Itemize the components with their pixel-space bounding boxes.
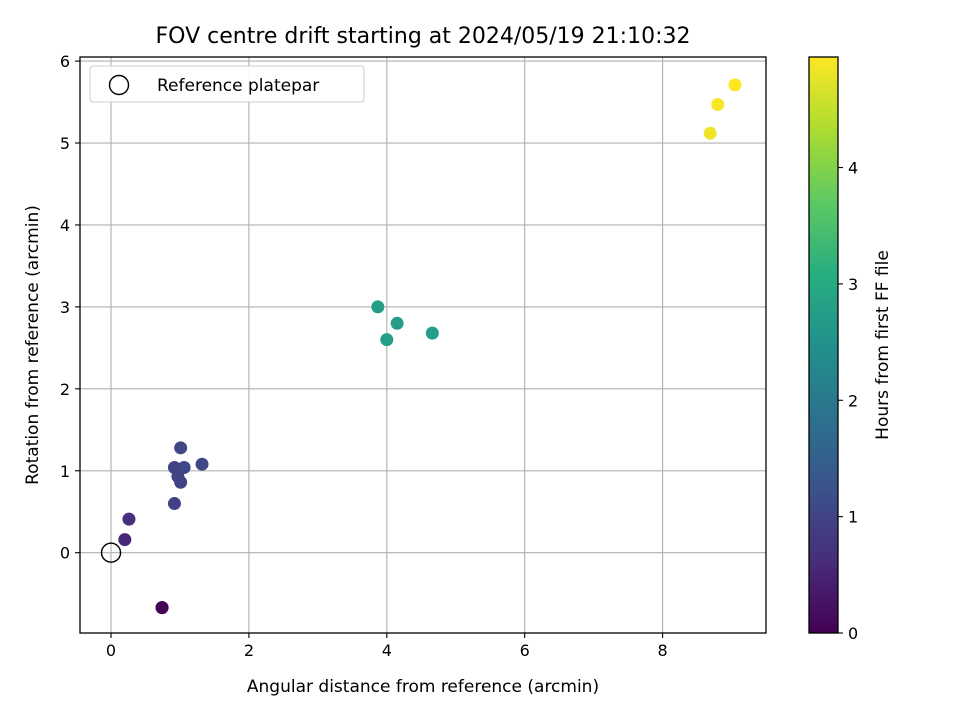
legend: Reference platepar [89,65,365,103]
scatter-point [703,126,717,140]
x-tick-label: 8 [657,641,667,660]
data-points [118,78,742,615]
y-tick-label: 3 [60,298,70,317]
x-tick-label: 4 [382,641,392,660]
x-axis-label: Angular distance from reference (arcmin) [247,677,599,697]
y-axis-ticks: 0 1 2 3 4 5 6 [60,52,80,563]
colorbar-tick-label: 3 [848,275,858,294]
y-tick-label: 5 [60,134,70,153]
y-axis-label: Rotation from reference (arcmin) [23,205,43,485]
colorbar-frame [808,56,839,634]
scatter-point [155,601,169,615]
chart-title: FOV centre drift starting at 2024/05/19 … [156,24,691,49]
plot-area-background [80,57,766,633]
scatter-point [122,512,136,526]
scatter-point [195,457,209,471]
plot-frame [79,56,767,634]
scatter-point [728,78,742,92]
y-tick-label: 4 [60,216,70,235]
scatter-point [711,98,725,112]
colorbar: 0 1 2 3 4 Hours from first FF file [808,56,893,643]
colorbar-tick-label: 2 [848,391,858,410]
scatter-point [174,441,188,455]
scatter-point [177,460,191,474]
scatter-point [174,475,188,489]
colorbar-tick-label: 1 [848,508,858,527]
legend-reference-marker [108,74,130,96]
x-tick-label: 0 [106,641,116,660]
y-tick-label: 2 [60,380,70,399]
scatter-point [371,300,385,314]
legend-box [89,65,365,103]
colorbar-gradient [809,57,838,633]
colorbar-tick-label: 4 [848,159,858,178]
y-tick-label: 1 [60,462,70,481]
scatter-point [425,326,439,340]
scatter-point [380,333,394,347]
x-tick-label: 6 [520,641,530,660]
scatter-point [167,497,181,511]
scatter-point [390,316,404,330]
y-tick-label: 0 [60,544,70,563]
reference-platepar-marker [100,542,122,563]
scatter-point [118,533,132,547]
colorbar-ticks: 0 1 2 3 4 [838,159,858,643]
x-tick-label: 2 [244,641,254,660]
colorbar-tick-label: 0 [848,624,858,643]
legend-entry-reference: Reference platepar [157,76,319,96]
colorbar-label: Hours from first FF file [873,250,893,440]
reference-marker-group [100,542,122,563]
x-axis-ticks: 0 2 4 6 8 [106,633,668,660]
y-tick-label: 6 [60,52,70,71]
